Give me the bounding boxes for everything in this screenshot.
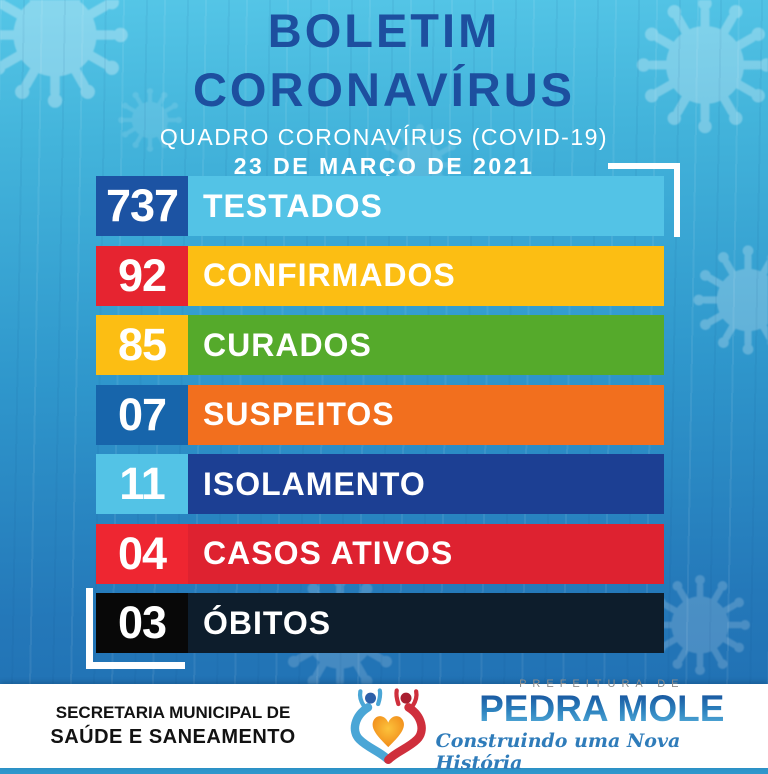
stat-value: 85 [96, 315, 188, 375]
corner-bracket-top-right [608, 163, 680, 237]
stat-label: ISOLAMENTO [188, 454, 664, 514]
stat-value: 11 [96, 454, 188, 514]
stat-row-suspeitos: 07 SUSPEITOS [96, 384, 664, 445]
stat-value: 03 [96, 593, 188, 653]
logo-slogan: Construindo uma Nova História [435, 729, 681, 774]
stat-label: CASOS ATIVOS [188, 523, 664, 584]
prefeitura-de-label: PREFEITURA DE [519, 678, 685, 691]
bulletin-title: BOLETIM CORONAVÍRUS [0, 0, 768, 119]
header: BOLETIM CORONAVÍRUS QUADRO CORONAVÍRUS (… [0, 0, 768, 180]
heart-figures-icon [350, 688, 426, 765]
bulletin-date: 23 DE MARÇO DE 2021 [233, 153, 535, 180]
stat-label: CURADOS [188, 315, 664, 375]
stat-label: CONFIRMADOS [188, 245, 664, 306]
logo-text-block: PREFEITURA DE PEDRA MOLE Construindo uma… [436, 678, 768, 774]
bulletin-subtitle: QUADRO CORONAVÍRUS (COVID-19) [159, 124, 609, 151]
pedra-mole-logo: PREFEITURA DE PEDRA MOLE Construindo uma… [346, 678, 768, 774]
stat-value: 04 [96, 523, 188, 584]
secretaria-line-2: SAÚDE E SANEAMENTO [50, 726, 296, 749]
stat-value: 92 [96, 245, 188, 306]
footer: SECRETARIA MUNICIPAL DE SAÚDE E SANEAMEN… [0, 678, 768, 774]
pedra-mole-name: PEDRA MOLE [479, 688, 725, 730]
stat-row-confirmados: 92 CONFIRMADOS [96, 245, 664, 306]
stats-table: 737 TESTADOS 92 CONFIRMADOS 85 CURADOS 0… [96, 176, 664, 653]
virus-icon [650, 575, 750, 675]
stat-row-obitos: 03 ÓBITOS [96, 593, 664, 653]
stat-label: TESTADOS [188, 176, 664, 236]
stat-row-curados: 85 CURADOS [96, 315, 664, 375]
stat-label: ÓBITOS [188, 593, 664, 653]
stat-row-testados: 737 TESTADOS [96, 176, 664, 236]
corner-bracket-bottom-left [86, 588, 185, 669]
stat-row-isolamento: 11 ISOLAMENTO [96, 454, 664, 514]
secretaria-label: SECRETARIA MUNICIPAL DE SAÚDE E SANEAMEN… [0, 702, 346, 750]
title-line-1: BOLETIM [267, 4, 501, 57]
stat-value: 737 [96, 176, 188, 236]
virus-icon [693, 245, 768, 354]
secretaria-line-1: SECRETARIA MUNICIPAL DE [55, 702, 291, 722]
stat-label: SUSPEITOS [188, 384, 664, 445]
stat-value: 07 [96, 384, 188, 445]
stat-row-casos-ativos: 04 CASOS ATIVOS [96, 523, 664, 584]
title-line-2: CORONAVÍRUS [192, 63, 576, 117]
